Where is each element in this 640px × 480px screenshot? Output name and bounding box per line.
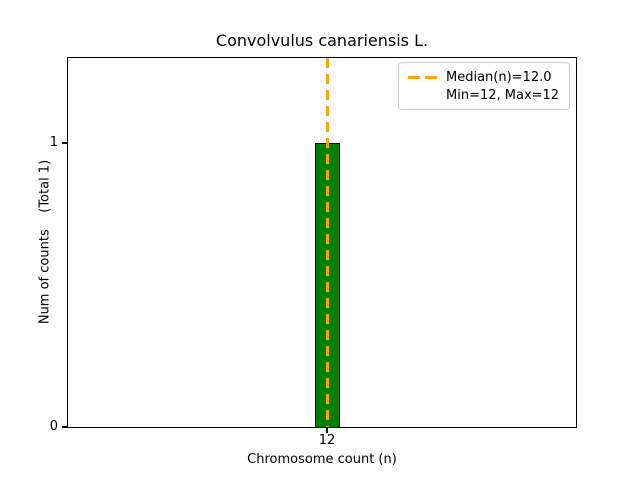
y-tick-label-1: 1 bbox=[49, 135, 58, 150]
median-line bbox=[326, 58, 329, 427]
x-axis-label: Chromosome count (n) bbox=[247, 452, 397, 467]
legend-swatch-spacer bbox=[408, 94, 437, 97]
legend-median-label: Median(n)=12.0 bbox=[446, 69, 552, 85]
legend-entry-minmax: Min=12, Max=12 bbox=[408, 86, 565, 104]
y-tick-mark-0 bbox=[62, 426, 67, 428]
x-tick-label-12: 12 bbox=[318, 433, 336, 448]
x-tick-mark-12 bbox=[326, 428, 328, 433]
y-tick-mark-1 bbox=[62, 142, 67, 144]
legend: Median(n)=12.0 Min=12, Max=12 bbox=[398, 62, 570, 110]
plot-area: Median(n)=12.0 Min=12, Max=12 bbox=[67, 57, 577, 428]
legend-minmax-label: Min=12, Max=12 bbox=[446, 87, 560, 103]
dashed-line-swatch-icon bbox=[408, 75, 437, 79]
legend-entry-median: Median(n)=12.0 bbox=[408, 68, 565, 86]
y-tick-label-0: 0 bbox=[49, 419, 58, 434]
chart-title: Convolvulus canariensis L. bbox=[215, 31, 429, 50]
y-axis-label: Num of counts (Total 1) bbox=[37, 159, 53, 325]
